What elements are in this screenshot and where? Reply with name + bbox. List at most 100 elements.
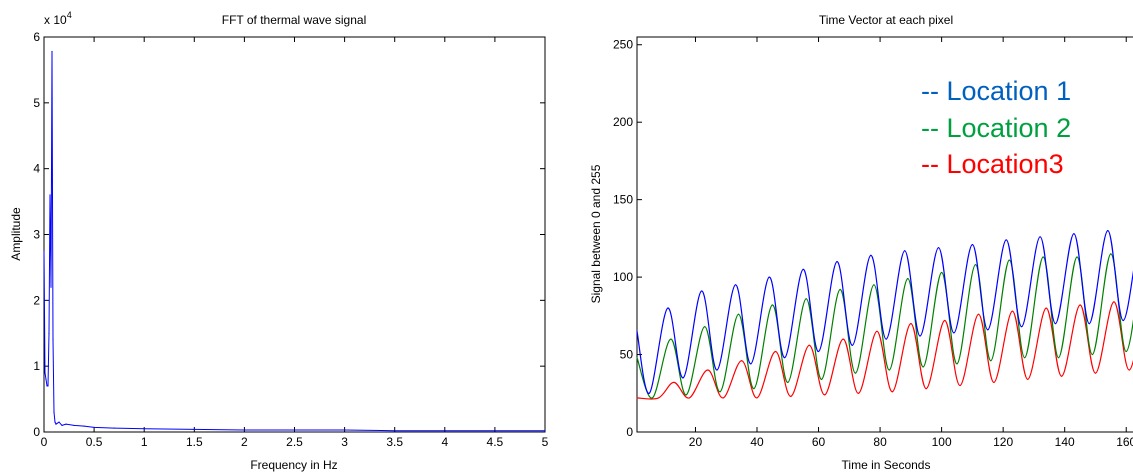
fft-series-line (43, 51, 545, 432)
time-series-location-2-point (1110, 253, 1112, 255)
time-series-location-3-point (657, 397, 660, 399)
time-series-location-2-point (737, 313, 740, 315)
fft-data-point (45, 378, 47, 380)
fft-data-point (113, 427, 115, 429)
time-series-location-2-point (956, 363, 958, 365)
time-series-location-2-point (1091, 353, 1093, 356)
time-series-location-2-point (873, 284, 875, 286)
time-series-location-2-point (888, 369, 890, 371)
time-series-location-2-point (636, 357, 638, 359)
fft-x-tick-label: 1.5 (186, 435, 203, 449)
fft-data-point (193, 428, 195, 430)
fft-y-multiplier: x 104 (44, 10, 72, 27)
time-xlabel: Time in Seconds (842, 458, 931, 472)
fft-x-tick-label: 3 (341, 435, 348, 449)
time-series-location-3-point (842, 338, 844, 340)
fft-data-point (494, 430, 496, 432)
time-series-location-1-point (768, 276, 770, 278)
fft-title: FFT of thermal wave signal (222, 13, 367, 27)
time-series-location-1-point (1107, 230, 1109, 232)
time-series-location-1-point (784, 357, 786, 359)
fft-x-tick-label: 2.5 (286, 435, 303, 449)
time-series-location-2-point (1042, 256, 1044, 258)
time-series-location-2-point (974, 264, 977, 266)
time-series-location-1-point (937, 247, 940, 249)
fft-x-tick-label: 0 (41, 435, 48, 449)
time-series-location-2-point (685, 394, 687, 396)
time-series-location-3-point (944, 319, 946, 322)
fft-plot-area (43, 36, 546, 433)
time-series-location-2-point (670, 338, 672, 340)
time-series-location-1-point (734, 284, 737, 286)
fft-data-point (47, 385, 49, 387)
time-series-location-1-point (817, 350, 820, 353)
time-series-location-1-point (851, 344, 853, 346)
time-series-location-2-point (1057, 357, 1060, 359)
time-series-location-2-point (1076, 256, 1078, 258)
fft-y-tick-label: 1 (33, 359, 40, 373)
time-series-location-3-point (707, 369, 709, 371)
time-series-location-2-point (1008, 259, 1010, 261)
time-series-location-2-point (771, 304, 773, 306)
fft-data-point (143, 428, 145, 430)
time-series-location-2-point (651, 397, 653, 399)
fft-y-tick-label: 2 (33, 293, 40, 307)
fft-y-tick-label: 5 (33, 96, 40, 110)
time-series-location-3-point (910, 322, 912, 325)
time-x-tick-label: 80 (873, 435, 887, 449)
fft-data-point (344, 429, 346, 431)
time-series-location-1-point (802, 268, 804, 270)
time-x-tick-label: 100 (932, 435, 952, 449)
time-x-tick-label: 20 (689, 435, 703, 449)
time-series-location-3-point (1027, 378, 1029, 380)
fft-y-tick-label: 6 (33, 30, 40, 44)
fft-y-multiplier-base: x 10 (44, 13, 67, 27)
fft-data-point (43, 250, 45, 252)
fft-x-tick-label: 3.5 (386, 435, 403, 449)
fft-x-tick-label: 2 (241, 435, 248, 449)
fft-data-point (55, 423, 57, 425)
time-ylabel: Signal between 0 and 255 (589, 164, 603, 303)
fft-data-point (46, 385, 48, 387)
time-series-location-1-point (1005, 239, 1007, 241)
time-series-location-2-point (922, 366, 924, 368)
fft-x-tick-label: 0.5 (86, 435, 103, 449)
time-series-location-3-point (1079, 304, 1081, 306)
time-series-location-3-point (673, 381, 675, 384)
time-series-location-3-point (857, 392, 860, 394)
time-y-tick-label: 150 (613, 193, 633, 207)
time-series-location-1-point (870, 254, 872, 257)
fft-x-tick-label: 1 (141, 435, 148, 449)
time-series-location-3-point (636, 397, 638, 399)
fft-data-point (444, 430, 446, 432)
time-x-tick-label: 140 (1055, 435, 1075, 449)
time-series-location-3-point (774, 350, 777, 353)
fft-data-point (394, 430, 396, 432)
time-series-location-2-point (787, 381, 789, 384)
time-series-location-3-point (1011, 310, 1013, 312)
time-series-location-1-point (836, 261, 838, 263)
time-series-location-2-point (1125, 350, 1127, 353)
legend-location-2: -- Location 2 (921, 113, 1071, 143)
time-series-location-3-point (959, 384, 961, 387)
time-series-location-3-point (1094, 372, 1097, 374)
fft-y-multiplier-exp: 4 (67, 10, 72, 20)
fft-data-point (52, 339, 54, 341)
time-series-location-1-point (987, 329, 989, 331)
time-series-location-3-point (688, 397, 690, 399)
fft-x-tick-label: 4.5 (487, 435, 504, 449)
time-series-location-1-point (904, 250, 906, 252)
time-y-tick-label: 100 (613, 270, 633, 284)
fft-data-point (49, 194, 51, 196)
time-series-location-3-point (1128, 369, 1130, 371)
fft-x-tick-label: 5 (542, 435, 549, 449)
fft-y-tick-label: 4 (33, 162, 40, 176)
time-series-location-2-point (854, 372, 857, 374)
time-series-location-1-point (971, 243, 973, 246)
time-series-location-1-point (1039, 236, 1041, 238)
time-x-tick-label: 60 (812, 435, 826, 449)
time-series-location-1 (636, 229, 1133, 394)
fft-data-point (73, 424, 75, 427)
fft-data-point (48, 332, 50, 334)
